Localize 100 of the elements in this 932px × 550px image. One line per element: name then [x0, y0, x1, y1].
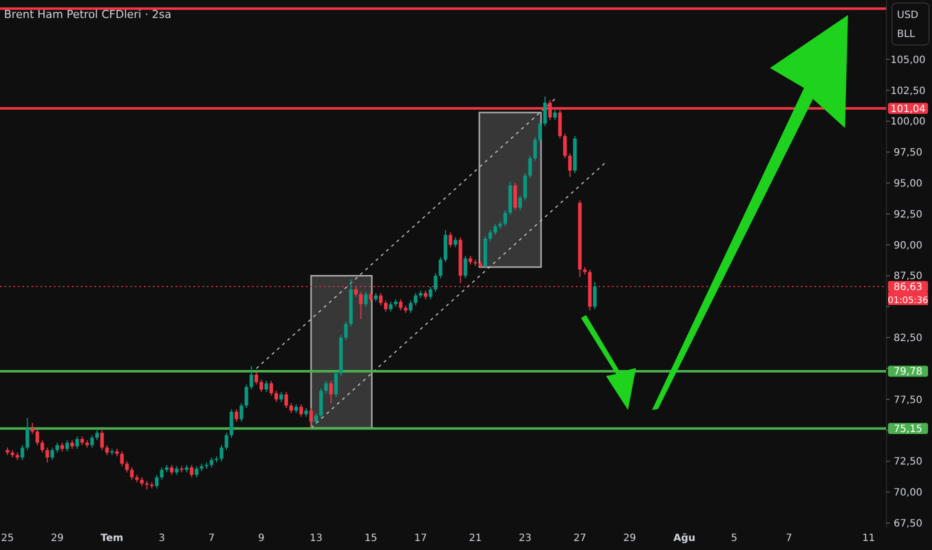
candlestick — [234, 408, 238, 422]
candlestick — [523, 172, 527, 201]
candlestick — [65, 440, 69, 452]
candlestick — [314, 412, 318, 425]
x-tick-label: 11 — [862, 533, 875, 544]
candlestick — [75, 436, 79, 450]
x-tick-label: 9 — [258, 533, 265, 544]
x-tick-label: Tem — [100, 533, 124, 544]
y-tick-label: 72,50 — [894, 456, 922, 468]
candlestick — [130, 466, 134, 480]
candlestick — [593, 281, 597, 310]
candlestick — [408, 300, 412, 314]
candlestick — [50, 447, 54, 460]
candlestick — [359, 291, 363, 320]
ref-line-label: 75,15 — [894, 424, 922, 435]
candlestick — [260, 379, 264, 392]
x-tick-label: 17 — [414, 533, 427, 544]
candlestick — [428, 286, 432, 300]
candlestick — [378, 292, 383, 306]
candlestick — [388, 301, 393, 312]
candlestick — [568, 152, 572, 178]
x-tick-label: 27 — [574, 533, 586, 544]
candlestick — [105, 444, 109, 456]
candlestick — [190, 464, 194, 478]
candlestick — [364, 291, 368, 308]
candlestick — [309, 408, 313, 428]
x-tick-label: 21 — [468, 533, 482, 544]
y-tick-label: 77,50 — [894, 394, 922, 406]
text: USD — [897, 10, 919, 21]
candlestick — [154, 474, 159, 489]
candlestick — [240, 402, 244, 422]
text: BLL — [897, 29, 916, 40]
text: 01:05:36 — [888, 296, 928, 306]
candlestick — [194, 466, 198, 478]
candlestick — [30, 422, 34, 435]
ref-line-label: 101,04 — [890, 104, 926, 115]
candlestick — [493, 223, 498, 236]
candlestick — [488, 229, 492, 242]
candlestick — [210, 457, 214, 468]
x-tick-label: 15 — [364, 533, 378, 544]
x-tick-label: 29 — [50, 533, 64, 544]
candlestick — [538, 120, 542, 143]
candlestick — [250, 366, 254, 390]
x-tick-label: Ağu — [673, 533, 696, 544]
candlestick — [329, 380, 333, 404]
candlestick — [464, 255, 468, 279]
candlestick — [269, 380, 274, 396]
x-tick-label: 7 — [786, 533, 792, 544]
candlestick — [434, 272, 438, 292]
candlestick — [170, 464, 174, 476]
candlestick — [279, 391, 284, 402]
x-tick-label: 7 — [208, 533, 215, 544]
candlestick — [55, 442, 60, 454]
candlestick — [448, 232, 452, 248]
candlestick — [40, 440, 44, 454]
candlestick — [324, 380, 328, 394]
candlestick — [120, 450, 124, 467]
candlestick — [160, 466, 164, 480]
y-tick-label: 100,00 — [890, 116, 926, 128]
y-tick-label: 70,00 — [894, 488, 922, 499]
candlestick — [513, 182, 517, 211]
candlestick — [125, 460, 129, 473]
candlestick — [90, 434, 94, 448]
candlestick — [20, 444, 24, 460]
candlestick — [244, 384, 248, 409]
candlestick — [563, 133, 567, 159]
candlestick — [254, 372, 258, 386]
candlestick — [299, 404, 303, 418]
candlestick — [230, 408, 234, 438]
candlestick — [503, 210, 508, 227]
candlestick — [26, 417, 30, 451]
candlestick — [45, 447, 50, 463]
x-tick-label: 23 — [518, 533, 532, 544]
candlestick — [289, 402, 293, 414]
ref-line-label: 86,63 — [894, 282, 922, 294]
y-tick-label: 67,50 — [894, 518, 922, 530]
candlestick — [284, 391, 288, 409]
candlestick — [220, 444, 224, 462]
candlestick — [414, 292, 418, 306]
y-tick-label: 105,00 — [890, 54, 926, 66]
x-tick-label: 25 — [1, 533, 14, 544]
x-tick-label: 13 — [310, 533, 322, 544]
y-tick-label: 90,00 — [894, 240, 922, 252]
x-tick-label: 3 — [158, 533, 165, 544]
candlestick — [438, 256, 442, 279]
candlestick — [100, 430, 104, 451]
text: Brent Ham Petrol CFDleri · 2sa — [4, 8, 172, 21]
candlestick — [528, 155, 532, 179]
candlestick — [454, 236, 458, 248]
y-tick-label: 92,50 — [894, 209, 922, 220]
y-tick-label: 102,50 — [890, 86, 926, 97]
candlestick — [384, 300, 388, 312]
y-tick-label: 87,50 — [894, 271, 922, 282]
candlestick — [344, 321, 348, 341]
y-tick-label: 95,00 — [894, 178, 922, 190]
candlestick — [264, 380, 268, 392]
candlestick — [518, 194, 522, 211]
x-tick-label: 5 — [731, 533, 738, 544]
candlestick — [543, 96, 547, 127]
candlestick — [334, 370, 338, 398]
